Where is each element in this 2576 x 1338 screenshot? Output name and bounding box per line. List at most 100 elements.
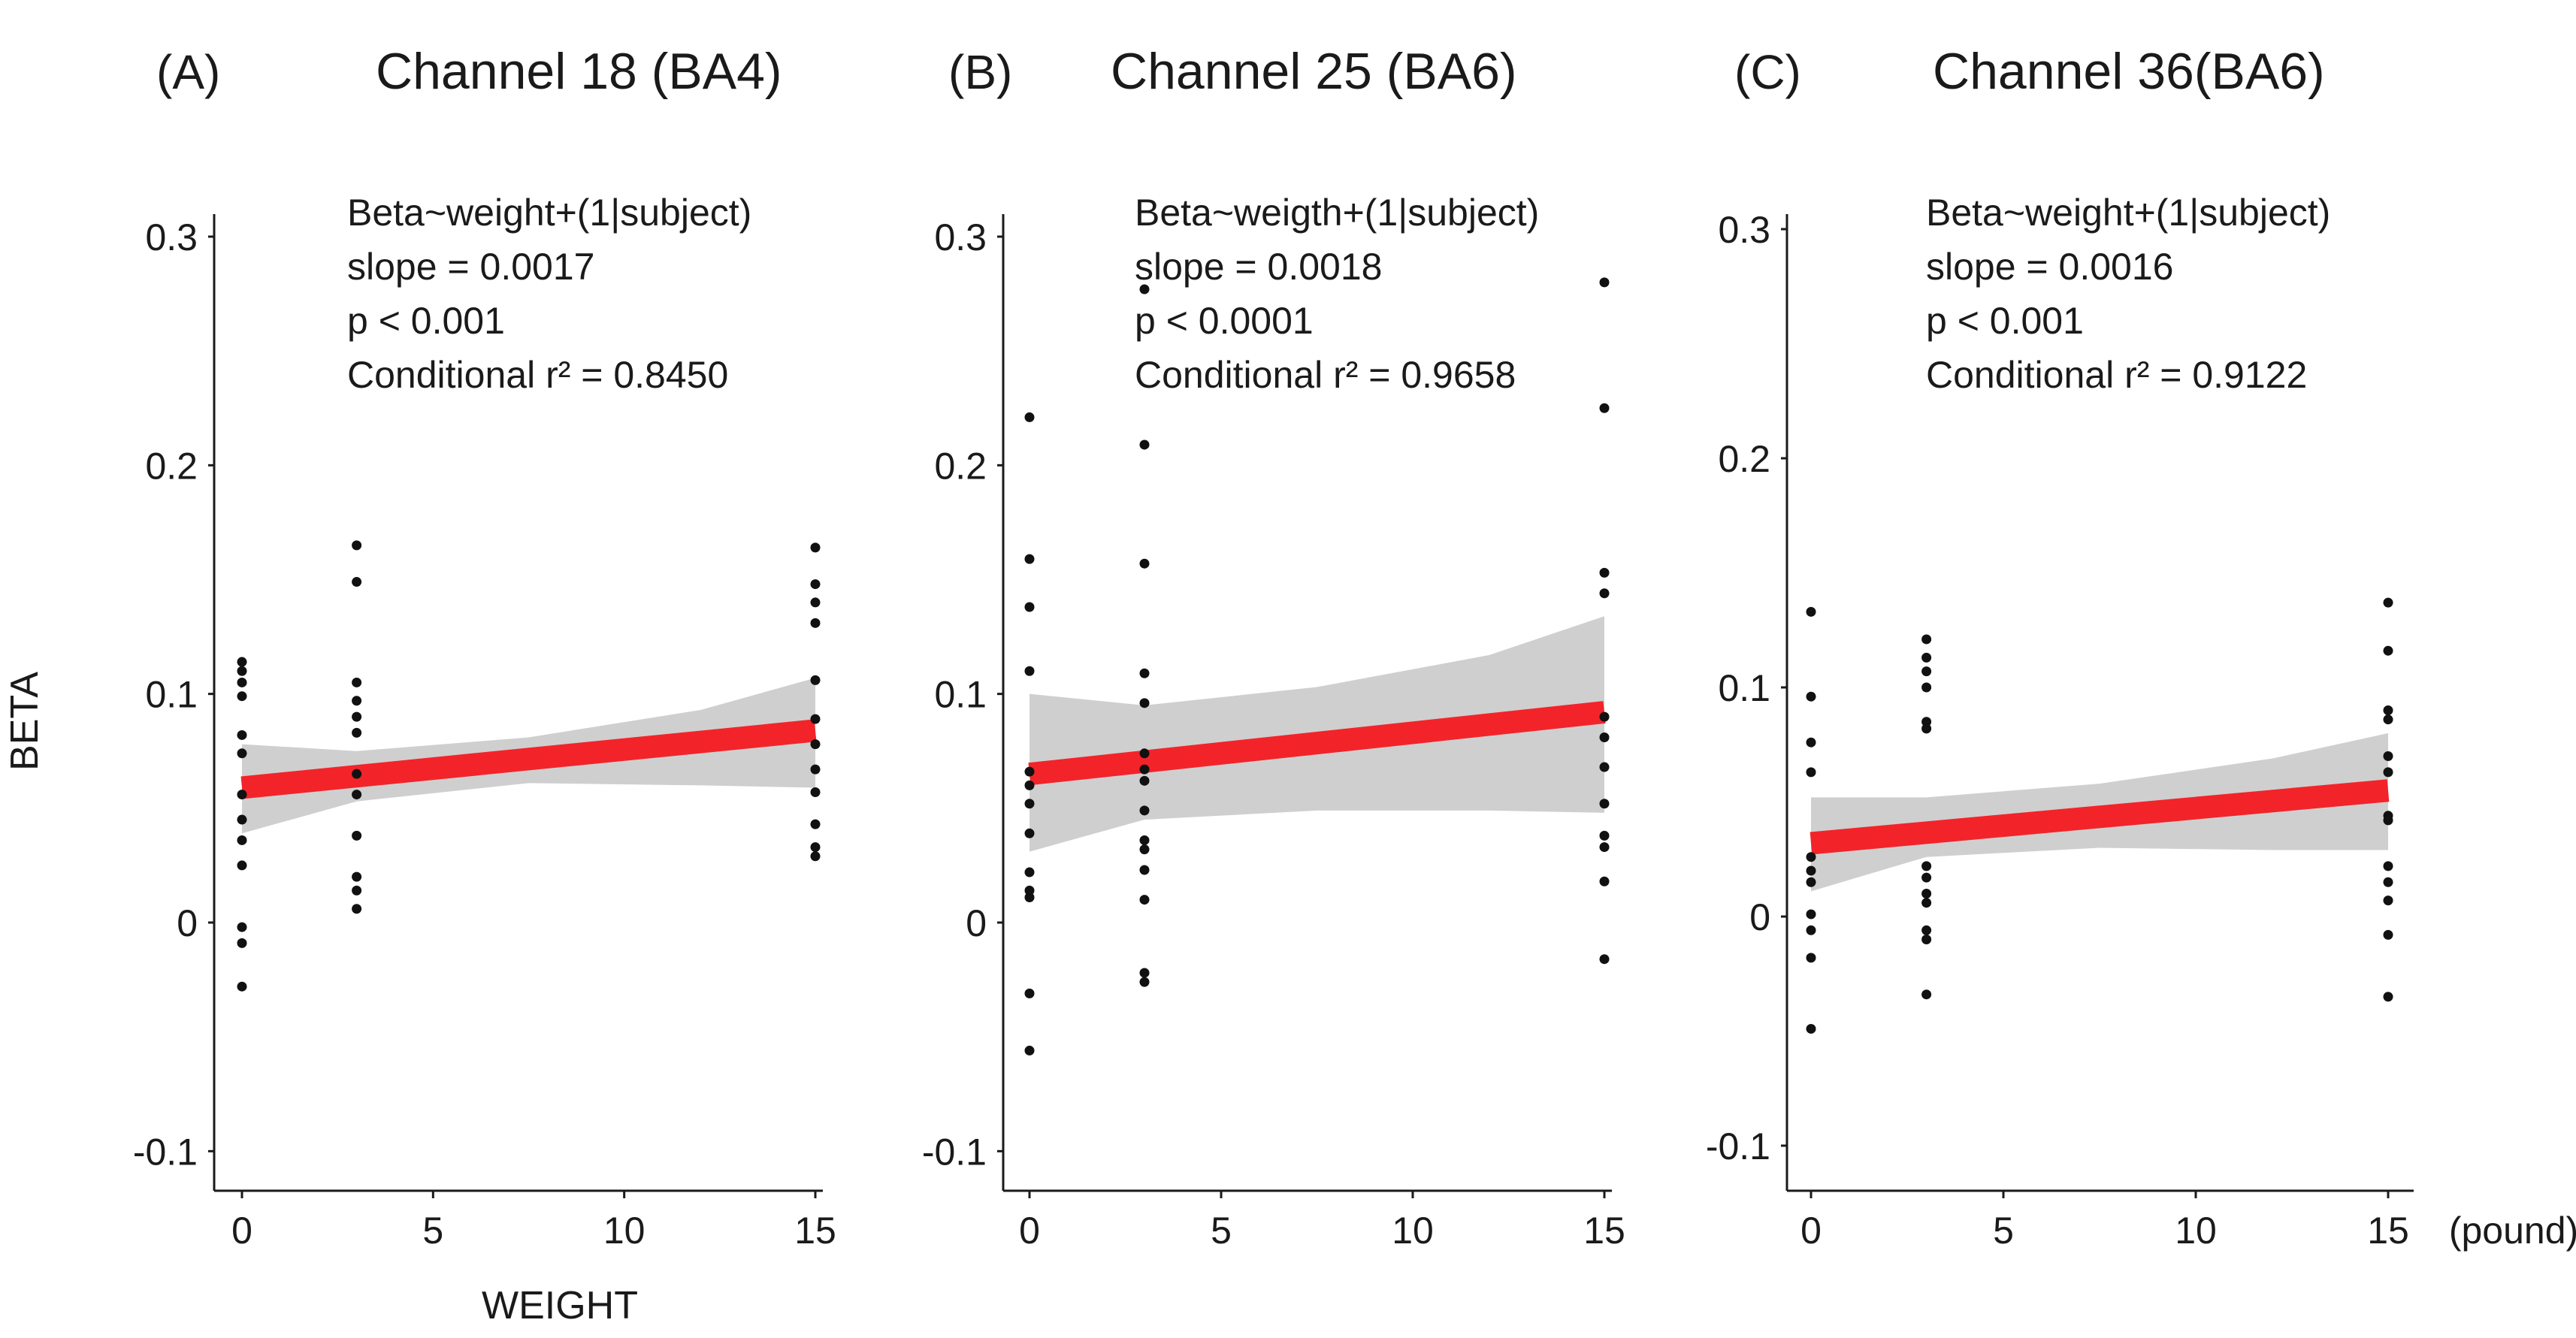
y-tick-label: -0.1 <box>1706 1125 1770 1167</box>
panel-title: Channel 36(BA6) <box>1933 43 2325 100</box>
data-point <box>1139 775 1150 786</box>
y-tick-label: 0.3 <box>934 216 987 258</box>
stats-annotation: Beta~weight+(1|subject) <box>347 192 751 234</box>
data-point <box>2383 714 2393 725</box>
y-tick-label: 0 <box>1749 896 1770 938</box>
data-point <box>1024 828 1035 838</box>
x-tick-label: 15 <box>1583 1210 1625 1252</box>
data-point <box>1806 909 1816 920</box>
y-tick-label: -0.1 <box>133 1131 198 1173</box>
data-point <box>1599 711 1610 722</box>
y-tick-label: 0.1 <box>1718 667 1770 709</box>
data-point <box>1599 403 1610 413</box>
regression-line <box>240 719 817 799</box>
stats-annotation: Beta~weigth+(1|subject) <box>1135 192 1539 234</box>
data-point <box>237 657 247 667</box>
panel-title: Channel 25 (BA6) <box>1111 43 1517 100</box>
data-point <box>2383 877 2393 887</box>
y-tick-label: 0.2 <box>934 445 987 487</box>
x-unit-label: (pound) <box>2449 1210 2576 1252</box>
data-point <box>1599 588 1610 599</box>
data-point <box>1921 872 1932 883</box>
data-point <box>352 790 362 800</box>
x-tick-label: 5 <box>1993 1210 2014 1252</box>
data-point <box>2383 645 2393 656</box>
panel-title: Channel 18 (BA4) <box>376 43 782 100</box>
data-point <box>1024 412 1035 422</box>
data-point <box>237 835 247 845</box>
stats-annotation: Conditional r² = 0.9122 <box>1926 354 2307 396</box>
data-point <box>810 819 821 829</box>
data-point <box>1806 852 1816 862</box>
data-point <box>237 691 247 702</box>
panel-label: (A) <box>156 45 220 99</box>
stats-annotation: p < 0.001 <box>1926 300 2084 342</box>
data-point <box>1139 439 1150 450</box>
y-tick-label: 0.1 <box>145 674 198 716</box>
y-tick-label: 0.1 <box>934 674 987 716</box>
regression-line <box>1810 779 2390 855</box>
data-point <box>2383 929 2393 940</box>
data-point <box>1599 762 1610 772</box>
x-tick-label: 10 <box>603 1210 646 1252</box>
data-point <box>237 729 247 740</box>
data-point <box>2383 767 2393 778</box>
data-point <box>1806 925 1816 935</box>
data-point <box>1806 691 1816 702</box>
y-tick-label: 0.2 <box>145 445 198 487</box>
data-point <box>1139 558 1150 569</box>
data-point <box>810 579 821 590</box>
data-point <box>1139 895 1150 905</box>
data-point <box>810 842 821 853</box>
y-tick-label: 0 <box>177 902 198 944</box>
x-tick-label: 5 <box>1211 1210 1232 1252</box>
data-point <box>352 769 362 779</box>
data-point <box>1139 865 1150 875</box>
stats-annotation: Beta~weight+(1|subject) <box>1926 192 2330 234</box>
data-point <box>1139 668 1150 678</box>
data-point <box>237 666 247 676</box>
data-point <box>1024 885 1035 896</box>
data-point <box>352 830 362 841</box>
y-tick-label: 0.3 <box>145 216 198 258</box>
data-point <box>2383 815 2393 826</box>
data-point <box>237 677 247 687</box>
regression-line <box>1028 701 1606 786</box>
data-point <box>352 711 362 722</box>
panel-label: (C) <box>1734 45 1801 99</box>
panel-a: (A) Channel 18 (BA4) -0.1 0 0.1 0.2 0.3 0 5 10 1… <box>133 43 836 1252</box>
data-point <box>1139 764 1150 775</box>
data-point <box>1024 780 1035 790</box>
data-point <box>1921 666 1932 677</box>
stats-annotation: p < 0.0001 <box>1135 300 1314 342</box>
data-point <box>1921 989 1932 1000</box>
data-point <box>1024 867 1035 877</box>
data-point <box>1806 953 1816 963</box>
data-point <box>810 618 821 628</box>
stats-annotation: slope = 0.0016 <box>1926 246 2173 288</box>
y-axis-title: BETA <box>3 672 47 771</box>
data-point <box>810 851 821 862</box>
data-point <box>237 938 247 948</box>
data-point <box>1024 666 1035 676</box>
data-point <box>1921 898 1932 908</box>
data-point <box>237 981 247 992</box>
x-tick-label: 15 <box>794 1210 836 1252</box>
stats-annotation: Conditional r² = 0.9658 <box>1135 354 1516 396</box>
data-point <box>352 696 362 706</box>
data-point <box>1024 988 1035 998</box>
x-tick-label: 15 <box>2367 1210 2409 1252</box>
stats-annotation: slope = 0.0018 <box>1135 246 1382 288</box>
data-point <box>810 787 821 798</box>
data-point <box>237 922 247 932</box>
data-point <box>1806 767 1816 778</box>
data-point <box>1806 865 1816 876</box>
data-point <box>1599 277 1610 288</box>
data-point <box>1806 1023 1816 1034</box>
data-point <box>1806 606 1816 617</box>
data-point <box>1599 876 1610 886</box>
data-point <box>1921 889 1932 899</box>
data-point <box>810 764 821 775</box>
data-point <box>1599 799 1610 809</box>
